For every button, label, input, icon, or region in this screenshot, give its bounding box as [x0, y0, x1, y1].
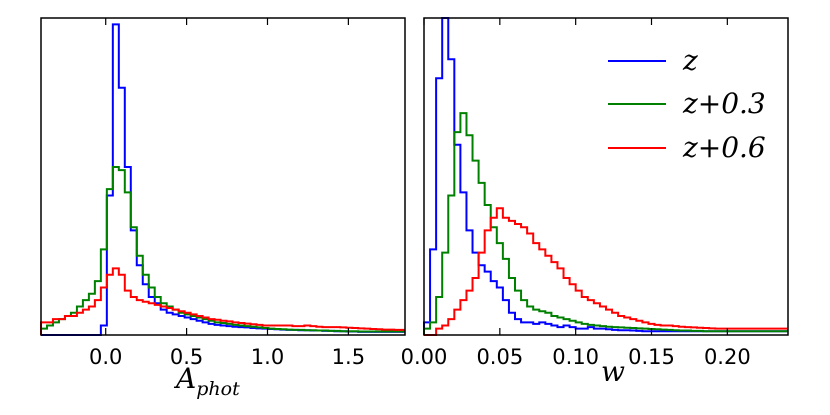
right-panel: 0.00 0.05 0.10 0.15 0.20 w z z+0.3 z+0.6 — [401, 17, 789, 388]
x-tick-label: 0.10 — [552, 345, 599, 369]
left-x-ticks: 0.0 0.5 1.0 1.5 — [89, 18, 365, 369]
legend: z z+0.3 z+0.6 — [608, 44, 766, 164]
x-tick-label: 1.5 — [332, 345, 365, 369]
legend-label-z-plus-0.3: z+0.3 — [682, 87, 766, 120]
left-axes-frame — [40, 17, 406, 336]
right-histogram-series — [423, 17, 788, 336]
x-tick-label: 0.00 — [401, 345, 448, 369]
legend-label-z-plus-0.6: z+0.6 — [682, 131, 766, 164]
left-histogram-series — [40, 23, 405, 336]
x-tick-label: 0.0 — [89, 345, 122, 369]
right-x-ticks: 0.00 0.05 0.10 0.15 0.20 — [401, 18, 751, 369]
x-tick-label: 0.20 — [704, 345, 751, 369]
histogram-left-z-plus-0.3 — [40, 165, 405, 335]
histogram-left-z-plus-0.6 — [40, 267, 405, 335]
histogram-right-z-plus-0.3 — [423, 112, 788, 335]
left-x-axis-label: Aphot — [173, 362, 240, 400]
left-panel: 0.0 0.5 1.0 1.5 Aphot — [40, 17, 406, 400]
x-tick-label: 0.15 — [628, 345, 675, 369]
right-axes-frame — [423, 17, 789, 336]
x-tick-label: 1.0 — [251, 345, 284, 369]
right-x-axis-label: w — [601, 355, 625, 388]
legend-label-z: z — [682, 44, 698, 77]
x-tick-label: 0.05 — [476, 345, 523, 369]
histogram-right-z-plus-0.6 — [424, 207, 788, 336]
x-tick-label: 0.5 — [170, 345, 203, 369]
